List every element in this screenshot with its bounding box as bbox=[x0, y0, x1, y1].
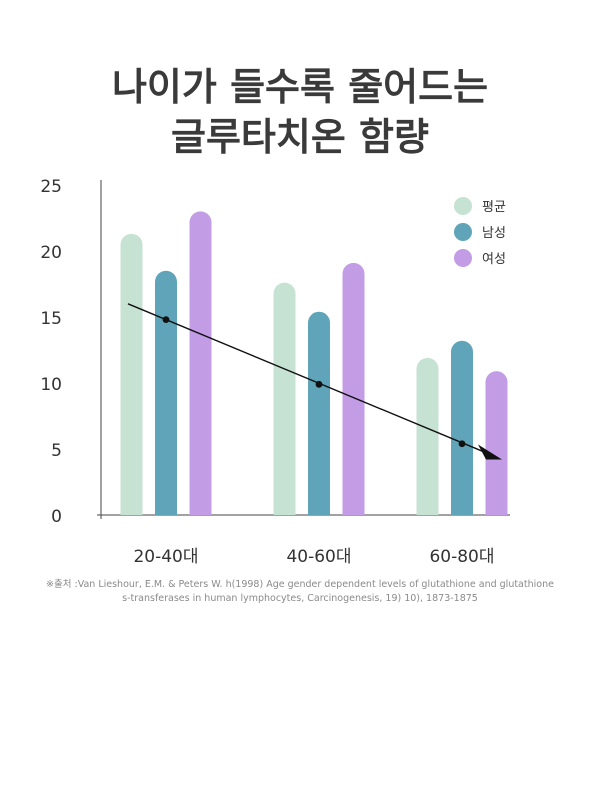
y-tick-label: 15 bbox=[40, 309, 62, 329]
y-tick-label: 0 bbox=[51, 507, 62, 527]
trend-point bbox=[315, 380, 323, 388]
x-category-label: 40-60대 bbox=[286, 547, 351, 567]
bar-female bbox=[342, 262, 365, 515]
y-tick-label: 5 bbox=[51, 441, 62, 461]
y-tick-label: 10 bbox=[40, 375, 62, 395]
bar-female bbox=[485, 371, 508, 515]
trend-line bbox=[127, 303, 489, 455]
bar-average bbox=[273, 282, 296, 515]
y-tick-label: 20 bbox=[40, 243, 62, 263]
bar-male bbox=[308, 311, 330, 515]
x-category-label: 20-40대 bbox=[133, 547, 198, 567]
bar-male bbox=[451, 340, 473, 515]
trend-arrowhead bbox=[478, 444, 502, 460]
legend-swatch bbox=[454, 223, 472, 241]
trend-point bbox=[458, 440, 466, 448]
source-line-2: s-transferases in human lymphocytes, Car… bbox=[122, 593, 478, 604]
bar-male bbox=[155, 270, 177, 515]
source-line-1: ※출처 :Van Lieshour, E.M. & Peters W. h(19… bbox=[46, 579, 554, 590]
chart-title: 나이가 들수록 줄어드는 글루타치온 함량 bbox=[0, 62, 600, 162]
title-line-2: 글루타치온 함량 bbox=[171, 115, 429, 159]
title-line-1: 나이가 들수록 줄어드는 bbox=[111, 65, 489, 109]
bar-average bbox=[416, 357, 439, 515]
x-category-label: 60-80대 bbox=[429, 547, 494, 567]
bar-average bbox=[120, 233, 143, 515]
legend-label: 여성 bbox=[482, 252, 506, 267]
y-tick-label: 25 bbox=[40, 177, 62, 197]
source-citation: ※출처 :Van Lieshour, E.M. & Peters W. h(19… bbox=[20, 578, 580, 606]
trend-point bbox=[162, 316, 170, 324]
legend-swatch bbox=[454, 249, 472, 267]
legend-label: 남성 bbox=[482, 226, 506, 241]
bar-female bbox=[189, 211, 212, 515]
legend-label: 평균 bbox=[482, 200, 506, 215]
legend-swatch bbox=[454, 197, 472, 215]
